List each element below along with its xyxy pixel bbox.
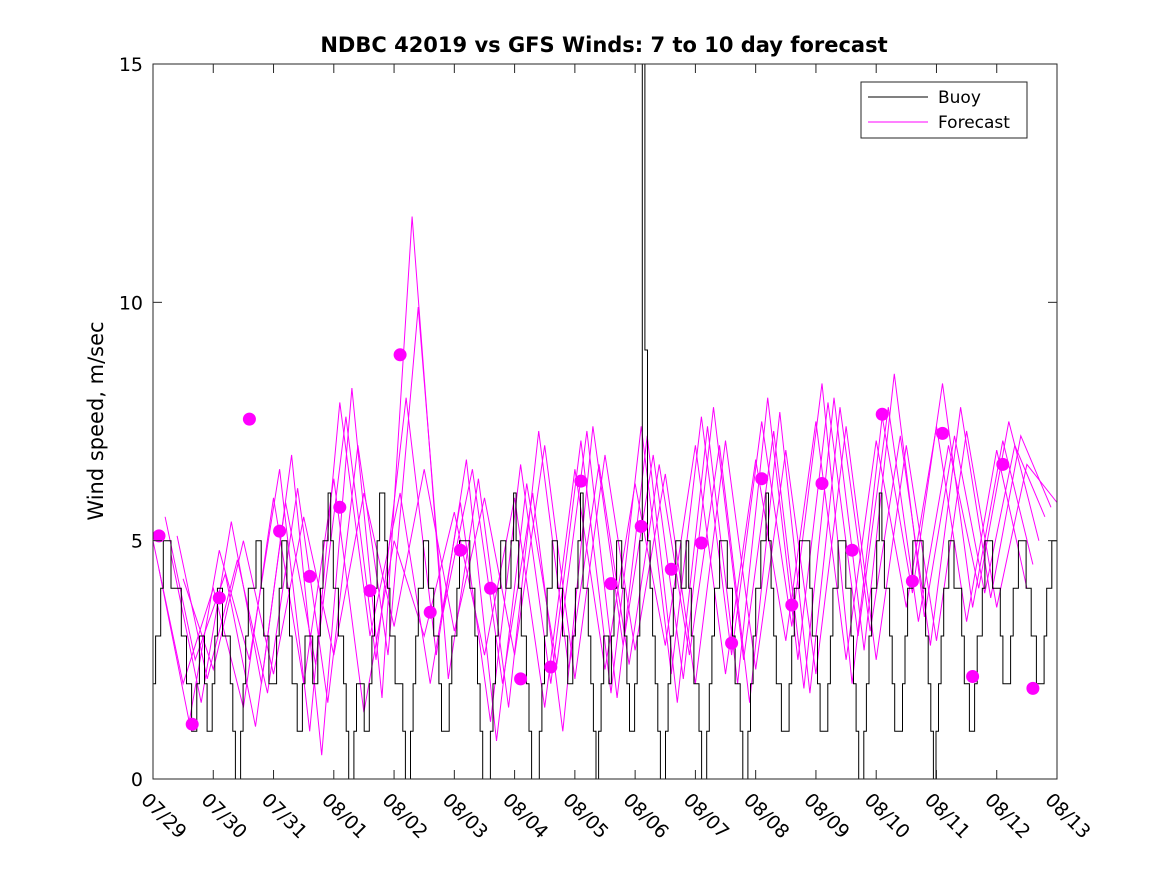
forecast-marker xyxy=(694,536,708,550)
forecast-marker xyxy=(634,519,648,533)
forecast-marker xyxy=(544,660,558,674)
legend-forecast-label: Forecast xyxy=(938,113,1010,133)
forecast-marker xyxy=(875,407,889,421)
forecast-marker xyxy=(153,529,166,543)
forecast-marker xyxy=(185,717,199,731)
legend-box xyxy=(860,81,1028,139)
forecast-marker xyxy=(273,524,287,538)
forecast-marker xyxy=(725,636,739,650)
y-axis-label: Wind speed, m/sec xyxy=(84,321,108,520)
forecast-marker xyxy=(966,670,980,683)
forecast-marker xyxy=(785,598,799,612)
forecast-marker xyxy=(664,562,678,576)
forecast-series-line-4 xyxy=(170,216,1046,756)
forecast-marker xyxy=(574,474,588,488)
forecast-marker xyxy=(514,672,528,686)
forecast-marker xyxy=(1026,681,1040,695)
forecast-marker xyxy=(905,574,919,588)
legend: Buoy Forecast xyxy=(860,81,1028,139)
plot-area xyxy=(153,64,1057,779)
forecast-marker xyxy=(484,581,497,595)
axes-frame xyxy=(152,63,1058,780)
forecast-marker xyxy=(604,577,618,591)
forecast-series-line-6 xyxy=(182,426,1057,684)
forecast-marker xyxy=(393,348,407,362)
forecast-marker xyxy=(936,426,949,440)
legend-buoy-label: Buoy xyxy=(938,88,981,108)
plot-content xyxy=(153,64,1057,779)
forecast-marker xyxy=(845,543,859,557)
forecast-marker xyxy=(242,412,256,426)
forecast-marker xyxy=(423,605,437,619)
y-tick-label: 10 xyxy=(119,292,143,314)
forecast-marker xyxy=(996,457,1010,471)
forecast-marker xyxy=(303,569,317,583)
forecast-series-line-2 xyxy=(158,383,1034,732)
forecast-marker xyxy=(212,591,226,605)
forecast-marker xyxy=(453,543,467,557)
forecast-marker xyxy=(755,472,769,486)
y-tick-label: 0 xyxy=(131,769,143,791)
forecast-marker xyxy=(815,477,829,490)
buoy-series-line xyxy=(153,64,1057,779)
forecast-series-line-5 xyxy=(176,307,1052,708)
forecast-marker xyxy=(333,500,347,514)
chart-title: NDBC 42019 vs GFS Winds: 7 to 10 day for… xyxy=(320,33,887,57)
forecast-marker xyxy=(363,584,377,598)
forecast-series-line-3 xyxy=(164,397,1040,741)
y-tick-label: 5 xyxy=(131,531,143,553)
y-tick-label: 15 xyxy=(119,54,143,76)
